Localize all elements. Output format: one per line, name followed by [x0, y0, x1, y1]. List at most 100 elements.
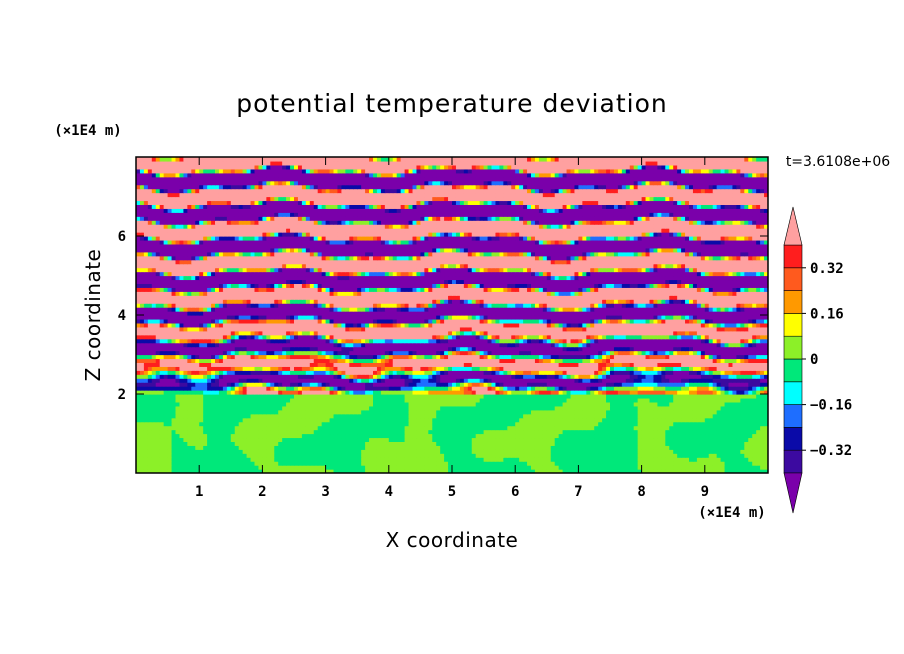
- field-cell: [155, 413, 161, 419]
- field-cell: [424, 465, 429, 470]
- field-cell: [432, 461, 437, 466]
- field-cell: [321, 370, 327, 375]
- field-cell: [728, 378, 734, 383]
- field-cell: [483, 366, 489, 371]
- field-cell: [143, 350, 149, 356]
- field-cell: [428, 358, 433, 363]
- field-cell: [420, 390, 425, 395]
- field-cell: [329, 370, 335, 375]
- field-cell: [290, 401, 295, 407]
- field-cell: [685, 386, 690, 391]
- field-cell: [503, 370, 508, 375]
- field-cell: [242, 374, 248, 379]
- field-cell: [309, 445, 315, 450]
- field-cell: [645, 437, 651, 442]
- field-cell: [554, 397, 560, 403]
- field-cell: [455, 378, 461, 383]
- field-cell: [515, 465, 520, 470]
- field-cell: [641, 390, 647, 395]
- field-cell: [282, 461, 287, 466]
- field-cell: [598, 457, 603, 462]
- field-cell: [712, 433, 718, 439]
- field-cell: [716, 409, 722, 415]
- field-cell: [487, 370, 493, 375]
- field-cell: [278, 370, 283, 375]
- field-cell: [404, 437, 410, 442]
- field-cell: [617, 358, 623, 363]
- field-cell: [665, 390, 670, 395]
- field-cell: [712, 378, 718, 383]
- field-cell: [649, 461, 655, 466]
- field-cell: [404, 354, 410, 360]
- field-cell: [665, 386, 670, 391]
- field-cell: [657, 405, 662, 411]
- field-cell: [613, 425, 619, 431]
- field-cell: [258, 417, 263, 423]
- field-cell: [376, 457, 382, 462]
- field-cell: [657, 453, 662, 458]
- field-cell: [669, 461, 674, 466]
- field-cell: [637, 405, 643, 411]
- field-cell: [554, 378, 560, 383]
- field-cell: [479, 366, 485, 371]
- field-cell: [361, 358, 366, 363]
- field-cell: [538, 461, 544, 466]
- field-cell: [242, 401, 248, 407]
- field-cell: [566, 445, 572, 450]
- field-cell: [673, 374, 678, 379]
- field-cell: [692, 413, 698, 419]
- field-cell: [380, 441, 386, 446]
- field-cell: [527, 421, 532, 427]
- field-cell: [570, 421, 576, 427]
- field-cell: [764, 457, 768, 462]
- field-cell: [621, 413, 627, 419]
- field-cell: [736, 441, 741, 446]
- field-cell: [147, 409, 153, 415]
- field-cell: [764, 429, 768, 435]
- field-cell: [491, 469, 497, 473]
- field-cell: [570, 374, 576, 379]
- field-cell: [550, 421, 556, 427]
- field-cell: [562, 382, 568, 387]
- field-cell: [313, 350, 319, 356]
- field-cell: [736, 374, 741, 379]
- field-cell: [266, 350, 271, 356]
- field-cell: [412, 461, 418, 466]
- field-cell: [452, 457, 457, 462]
- field-cell: [305, 370, 311, 375]
- field-cell: [700, 469, 706, 473]
- field-cell: [542, 465, 548, 470]
- field-cell: [274, 413, 279, 419]
- field-cell: [475, 449, 481, 454]
- field-cell: [519, 465, 524, 470]
- field-cell: [554, 409, 560, 415]
- field-cell: [290, 413, 295, 419]
- field-cell: [270, 461, 275, 466]
- field-cell: [582, 429, 587, 435]
- field-cell: [677, 358, 682, 363]
- field-cell: [570, 394, 576, 399]
- field-cell: [242, 397, 248, 403]
- field-cell: [412, 374, 418, 379]
- field-cell: [748, 382, 753, 387]
- field-cell: [467, 378, 473, 383]
- field-cell: [238, 453, 244, 458]
- field-cell: [641, 409, 647, 415]
- field-cell: [305, 354, 311, 360]
- field-cell: [151, 421, 157, 427]
- field-cell: [294, 394, 299, 399]
- field-cell: [337, 461, 342, 466]
- field-cell: [590, 382, 595, 387]
- field-cell: [708, 445, 714, 450]
- field-cell: [503, 386, 508, 391]
- field-cell: [641, 366, 647, 371]
- field-cell: [345, 394, 350, 399]
- field-cell: [250, 449, 256, 454]
- field-cell: [175, 421, 181, 427]
- field-cell: [222, 461, 228, 466]
- field-cell: [661, 441, 666, 446]
- field-cell: [617, 457, 623, 462]
- field-cell: [274, 417, 279, 423]
- field-cell: [463, 469, 469, 473]
- field-cell: [290, 449, 295, 454]
